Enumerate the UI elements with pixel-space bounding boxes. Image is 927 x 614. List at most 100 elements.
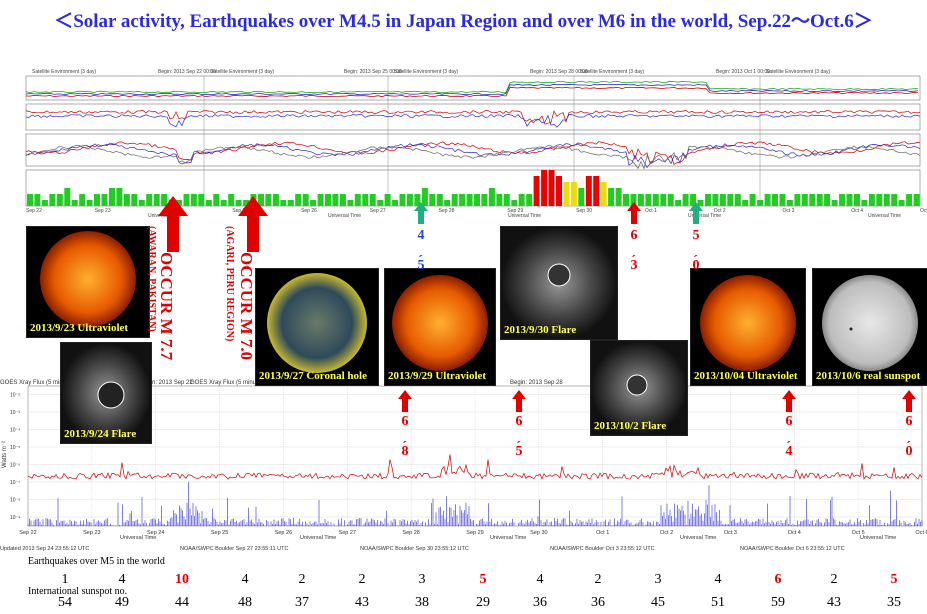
- kp-bar: [198, 194, 205, 206]
- xray-day-tick: Oct 3: [724, 530, 737, 536]
- sun-orange-icon: [700, 275, 796, 371]
- kp-bar: [630, 194, 637, 206]
- kp-bar: [846, 194, 853, 206]
- kp-bar: [444, 200, 451, 206]
- kp-bar: [570, 182, 577, 206]
- xray-day-tick: Sep 24: [147, 530, 164, 536]
- quake-count: 6: [774, 572, 782, 587]
- xray-day-tick: Sep 28: [402, 530, 419, 536]
- quake-count-label: Earthquakes over M5 in the world: [28, 556, 165, 567]
- kp-bar: [384, 194, 391, 206]
- axis-title: Universal Time: [508, 213, 541, 218]
- kp-bar: [64, 188, 71, 206]
- kp-bar: [153, 194, 160, 206]
- kp-bar: [406, 194, 413, 206]
- kp-bar: [317, 194, 324, 206]
- electron-flux-line: [25, 110, 921, 125]
- kp-bar: [548, 170, 555, 206]
- satellite-environment-svg: Satellite Environment (3 day) Satellite E…: [25, 69, 927, 218]
- kp-bar: [868, 194, 875, 206]
- sunspot-count: 45: [651, 595, 665, 610]
- axis-title: Universal Time: [688, 213, 721, 218]
- sunspot-count-label: International sunspot no.: [28, 586, 128, 597]
- xray-header: GOES Xray Flux (5 minute data): [0, 380, 86, 386]
- y-tick: 10⁻³: [10, 410, 20, 416]
- big-quake-1-place-text: (AWARAN, PAKISTAN): [146, 226, 157, 332]
- sun-orange-icon: [392, 275, 488, 371]
- kp-bar: [71, 200, 78, 206]
- big-quake-2-place: (AGARI, PERU REGION): [224, 226, 235, 341]
- kp-bar: [347, 200, 354, 206]
- kp-bar: [339, 194, 346, 206]
- big-quake-1-text: OCCUR M 7.7: [157, 252, 176, 361]
- kp-bar: [682, 194, 689, 206]
- page-title: ＜Solar activity, Earthquakes over M4.5 i…: [54, 11, 873, 32]
- kp-bar: [302, 194, 309, 206]
- quake-count: 2: [298, 572, 306, 587]
- proton-flux-line: [25, 80, 919, 94]
- xray-begin: Begin: 2013 Sep 22: [140, 380, 193, 386]
- panel-title: Satellite Environment (3 day): [394, 69, 459, 75]
- xray-footer: NOAA/SWPC Boulder Sep 30 23:55:12 UTC: [360, 546, 469, 552]
- sunspot-count: 59: [771, 595, 785, 610]
- big-quake-2: OCCUR M 7.0: [237, 252, 256, 360]
- xray-footer: NOAA/SWPC Boulder Oct 3 23:55:12 UTC: [550, 546, 655, 552]
- quake-count: 4: [118, 572, 126, 587]
- axis-title: Universal Time: [328, 213, 361, 218]
- kp-bar: [56, 194, 63, 206]
- xray-axis-title: Universal Time: [680, 535, 716, 541]
- xray-long-line: [27, 454, 923, 480]
- solar-image-4: 2013/9/29 Ultraviolet: [384, 268, 496, 386]
- kp-bar: [891, 194, 898, 206]
- xray-axis-title: Universal Time: [490, 535, 526, 541]
- kp-bar: [906, 194, 913, 206]
- kp-bar: [34, 194, 41, 206]
- xray-day-tick: Oct 4: [788, 530, 801, 536]
- kp-bar: [265, 194, 272, 206]
- coronagraph-icon: [501, 227, 617, 339]
- day-tick: Oct 1: [645, 208, 657, 214]
- xray-header: GOES Xray Flux (5 minute data): [190, 380, 276, 386]
- quake-count: 5: [479, 572, 487, 587]
- sunspot-count: 37: [295, 595, 309, 610]
- solar-image-caption: 2013/9/23 Ultraviolet: [30, 322, 129, 334]
- kp-bar: [176, 200, 182, 206]
- kp-bar: [161, 194, 168, 206]
- quake-count: 4: [714, 572, 722, 587]
- xray-day-tick: Sep 22: [19, 530, 36, 536]
- strip-panel: [25, 133, 921, 167]
- kp-bar: [585, 176, 592, 206]
- kp-bar: [742, 200, 749, 206]
- kp-bar: [772, 194, 778, 206]
- begin-label: Begin: 2013 Sep 25 00:00: [344, 69, 402, 75]
- solar-image-caption: 2013/10/6 real sunspot: [816, 370, 921, 382]
- kp-bar: [794, 194, 801, 206]
- kp-bar: [369, 194, 376, 206]
- kp-bar: [541, 170, 548, 206]
- day-tick: Sep 29: [507, 208, 523, 214]
- solar-image-caption: 2013/9/27 Coronal hole: [259, 370, 367, 382]
- kp-bar: [660, 194, 667, 206]
- kp-bar: [138, 200, 145, 206]
- kp-bar: [898, 200, 905, 206]
- sunspot-count: 29: [476, 595, 490, 610]
- xray-footer: NOAA/SWPC Boulder Sep 27 23:55:11 UTC: [180, 546, 288, 552]
- quake-count: 3: [418, 572, 426, 587]
- xray-day-tick: Oct 5: [852, 530, 865, 536]
- kp-bar: [258, 194, 264, 206]
- kp-bar: [623, 194, 629, 206]
- xray-day-tick: Sep 26: [275, 530, 292, 536]
- y-axis-label: Watts m⁻²: [2, 441, 8, 468]
- sunspot-count: 35: [887, 595, 901, 610]
- kp-bar: [123, 194, 130, 206]
- xray-day-tick: Sep 30: [530, 530, 547, 536]
- kp-bar: [824, 194, 831, 206]
- kp-bar: [466, 194, 473, 206]
- kp-bar: [49, 194, 56, 206]
- begin-label: Begin: 2013 Sep 28 00:00: [530, 69, 588, 75]
- kp-bar: [779, 194, 786, 206]
- kp-bar: [421, 188, 428, 206]
- axis-title: Universal Time: [868, 213, 901, 218]
